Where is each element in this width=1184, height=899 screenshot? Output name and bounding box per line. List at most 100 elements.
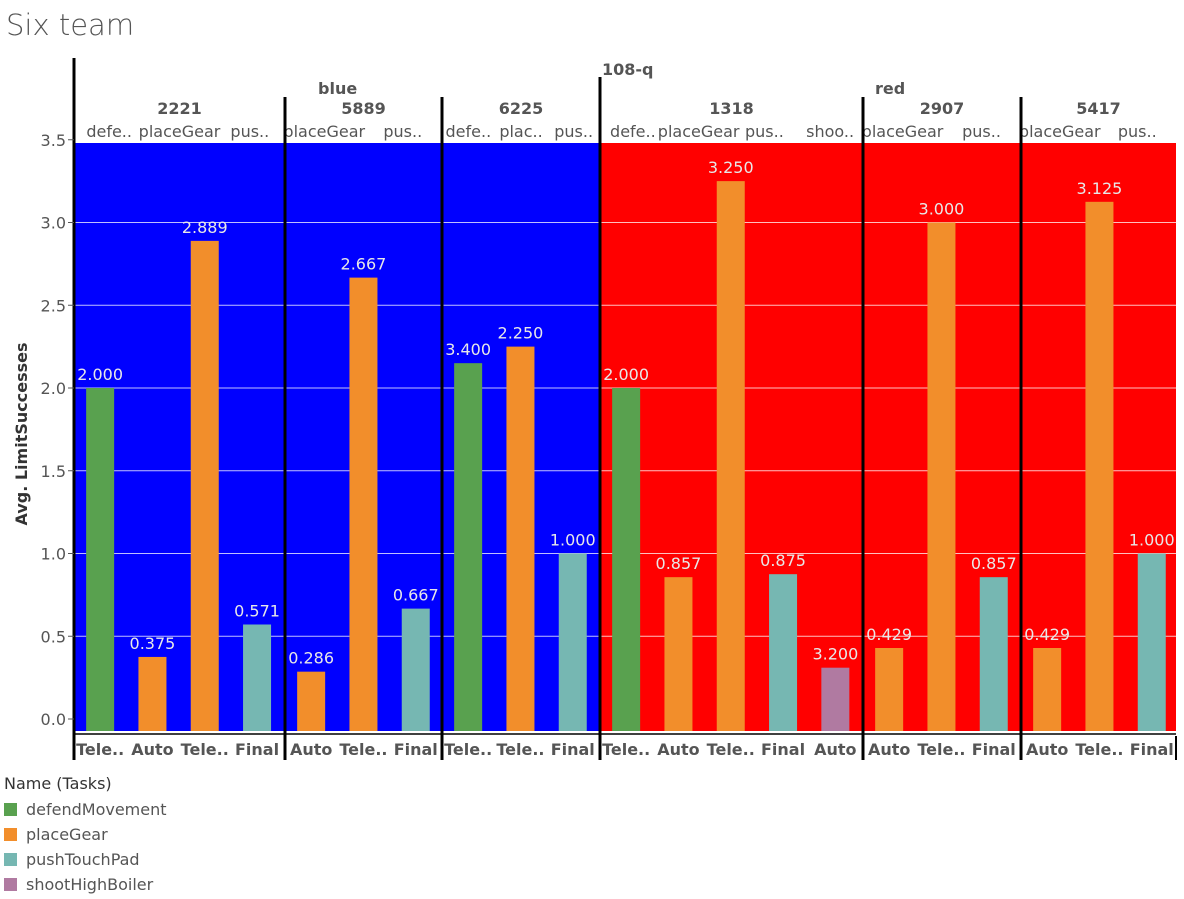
team-header: 5417	[1076, 99, 1121, 118]
bar	[979, 577, 1008, 731]
x-tick-label: Tele..	[917, 740, 965, 759]
x-tick-label: Final	[1130, 740, 1174, 759]
x-tick-label: Auto	[814, 740, 856, 759]
alliance-header-blue: blue	[318, 79, 357, 98]
task-header: pus..	[230, 122, 269, 141]
legend-swatch	[4, 803, 17, 816]
legend: Name (Tasks) defendMovement placeGear push…	[4, 774, 167, 897]
bar	[506, 346, 535, 731]
bar	[243, 624, 272, 731]
data-label: 0.429	[1024, 625, 1070, 644]
data-label: 2.000	[77, 365, 123, 384]
data-label: 0.571	[234, 601, 280, 620]
bar	[716, 181, 745, 731]
legend-item: pushTouchPad	[4, 847, 167, 872]
task-header: placeGear	[658, 122, 740, 141]
task-header: defe..	[610, 122, 656, 141]
task-header: placeGear	[1019, 122, 1101, 141]
x-tick-label: Auto	[1026, 740, 1068, 759]
x-tick-label: Final	[761, 740, 805, 759]
legend-swatch	[4, 853, 17, 866]
data-label: 0.857	[656, 554, 702, 573]
legend-label: pushTouchPad	[26, 850, 140, 869]
x-tick-label: Auto	[868, 740, 910, 759]
x-tick-label: Tele..	[1075, 740, 1123, 759]
x-tick-label: Tele..	[444, 740, 492, 759]
data-label: 0.875	[760, 551, 806, 570]
task-header: plac..	[499, 122, 542, 141]
team-header: 1318	[709, 99, 754, 118]
bar	[349, 277, 378, 731]
task-header: pus..	[1118, 122, 1157, 141]
task-header: shoo..	[806, 122, 854, 141]
bar	[454, 363, 483, 731]
legend-label: defendMovement	[26, 800, 167, 819]
bar	[558, 553, 587, 731]
bar	[769, 574, 798, 731]
data-label: 0.429	[866, 625, 912, 644]
bar	[821, 667, 850, 731]
x-tick-label: Tele..	[76, 740, 124, 759]
team-header: 5889	[341, 99, 386, 118]
x-tick-label: Final	[394, 740, 438, 759]
x-tick-label: Auto	[290, 740, 332, 759]
y-tick-label: 3.0	[41, 214, 66, 233]
task-header: placeGear	[139, 122, 221, 141]
y-tick-label: 3.5	[41, 131, 66, 150]
data-label: 3.125	[1077, 179, 1123, 198]
bar	[875, 648, 904, 731]
bar	[1033, 648, 1062, 731]
x-tick-label: Final	[235, 740, 279, 759]
bar	[1085, 201, 1114, 731]
bar	[927, 222, 956, 731]
task-header: defe..	[86, 122, 132, 141]
legend-item: shootHighBoiler	[4, 872, 167, 897]
bar	[612, 388, 641, 731]
task-header: pus..	[745, 122, 784, 141]
legend-swatch	[4, 828, 17, 841]
data-label: 0.667	[393, 586, 439, 605]
task-header: pus..	[383, 122, 422, 141]
chart-title: Six team	[6, 8, 135, 42]
alliance-header-red: red	[875, 79, 905, 98]
data-label: 3.250	[708, 158, 754, 177]
task-header: placeGear	[862, 122, 944, 141]
bar	[190, 240, 219, 732]
task-header: pus..	[962, 122, 1001, 141]
data-label: 0.375	[130, 634, 176, 653]
legend-title: Name (Tasks)	[4, 774, 112, 793]
legend-item: defendMovement	[4, 797, 167, 822]
data-label: 3.000	[919, 200, 965, 219]
x-tick-label: Auto	[131, 740, 173, 759]
legend-label: shootHighBoiler	[26, 875, 154, 894]
x-tick-label: Tele..	[496, 740, 544, 759]
x-tick-label: Tele..	[339, 740, 387, 759]
x-tick-label: Final	[972, 740, 1016, 759]
x-tick-label: Auto	[657, 740, 699, 759]
task-header: pus..	[554, 122, 593, 141]
y-tick-label: 2.5	[41, 296, 66, 315]
legend-swatch	[4, 878, 17, 891]
data-label: 1.000	[1129, 531, 1175, 550]
y-tick-label: 0.5	[41, 627, 66, 646]
bar	[664, 577, 693, 731]
y-tick-label: 1.5	[41, 462, 66, 481]
data-label: 2.667	[341, 255, 387, 274]
data-label: 2.000	[603, 365, 649, 384]
team-header: 6225	[499, 99, 544, 118]
x-tick-label: Tele..	[602, 740, 650, 759]
data-label: 2.250	[498, 324, 544, 343]
data-label: 0.286	[288, 649, 334, 668]
data-label: 3.400	[445, 340, 491, 359]
bar-chart: 2.000 Tele.. 0.375 Auto 2.889 Tele.. 0.571 Fina…	[12, 58, 1177, 760]
data-label: 3.200	[812, 645, 858, 664]
y-axis-title: Avg. LimitSuccesses	[12, 343, 31, 526]
team-header: 2221	[157, 99, 202, 118]
task-header: defe..	[446, 122, 492, 141]
x-tick-label: Tele..	[181, 740, 229, 759]
y-tick-label: 0.0	[41, 710, 66, 729]
legend-label: placeGear	[26, 825, 108, 844]
y-tick-label: 1.0	[41, 545, 66, 564]
y-tick-label: 2.0	[41, 379, 66, 398]
bar	[86, 388, 115, 731]
